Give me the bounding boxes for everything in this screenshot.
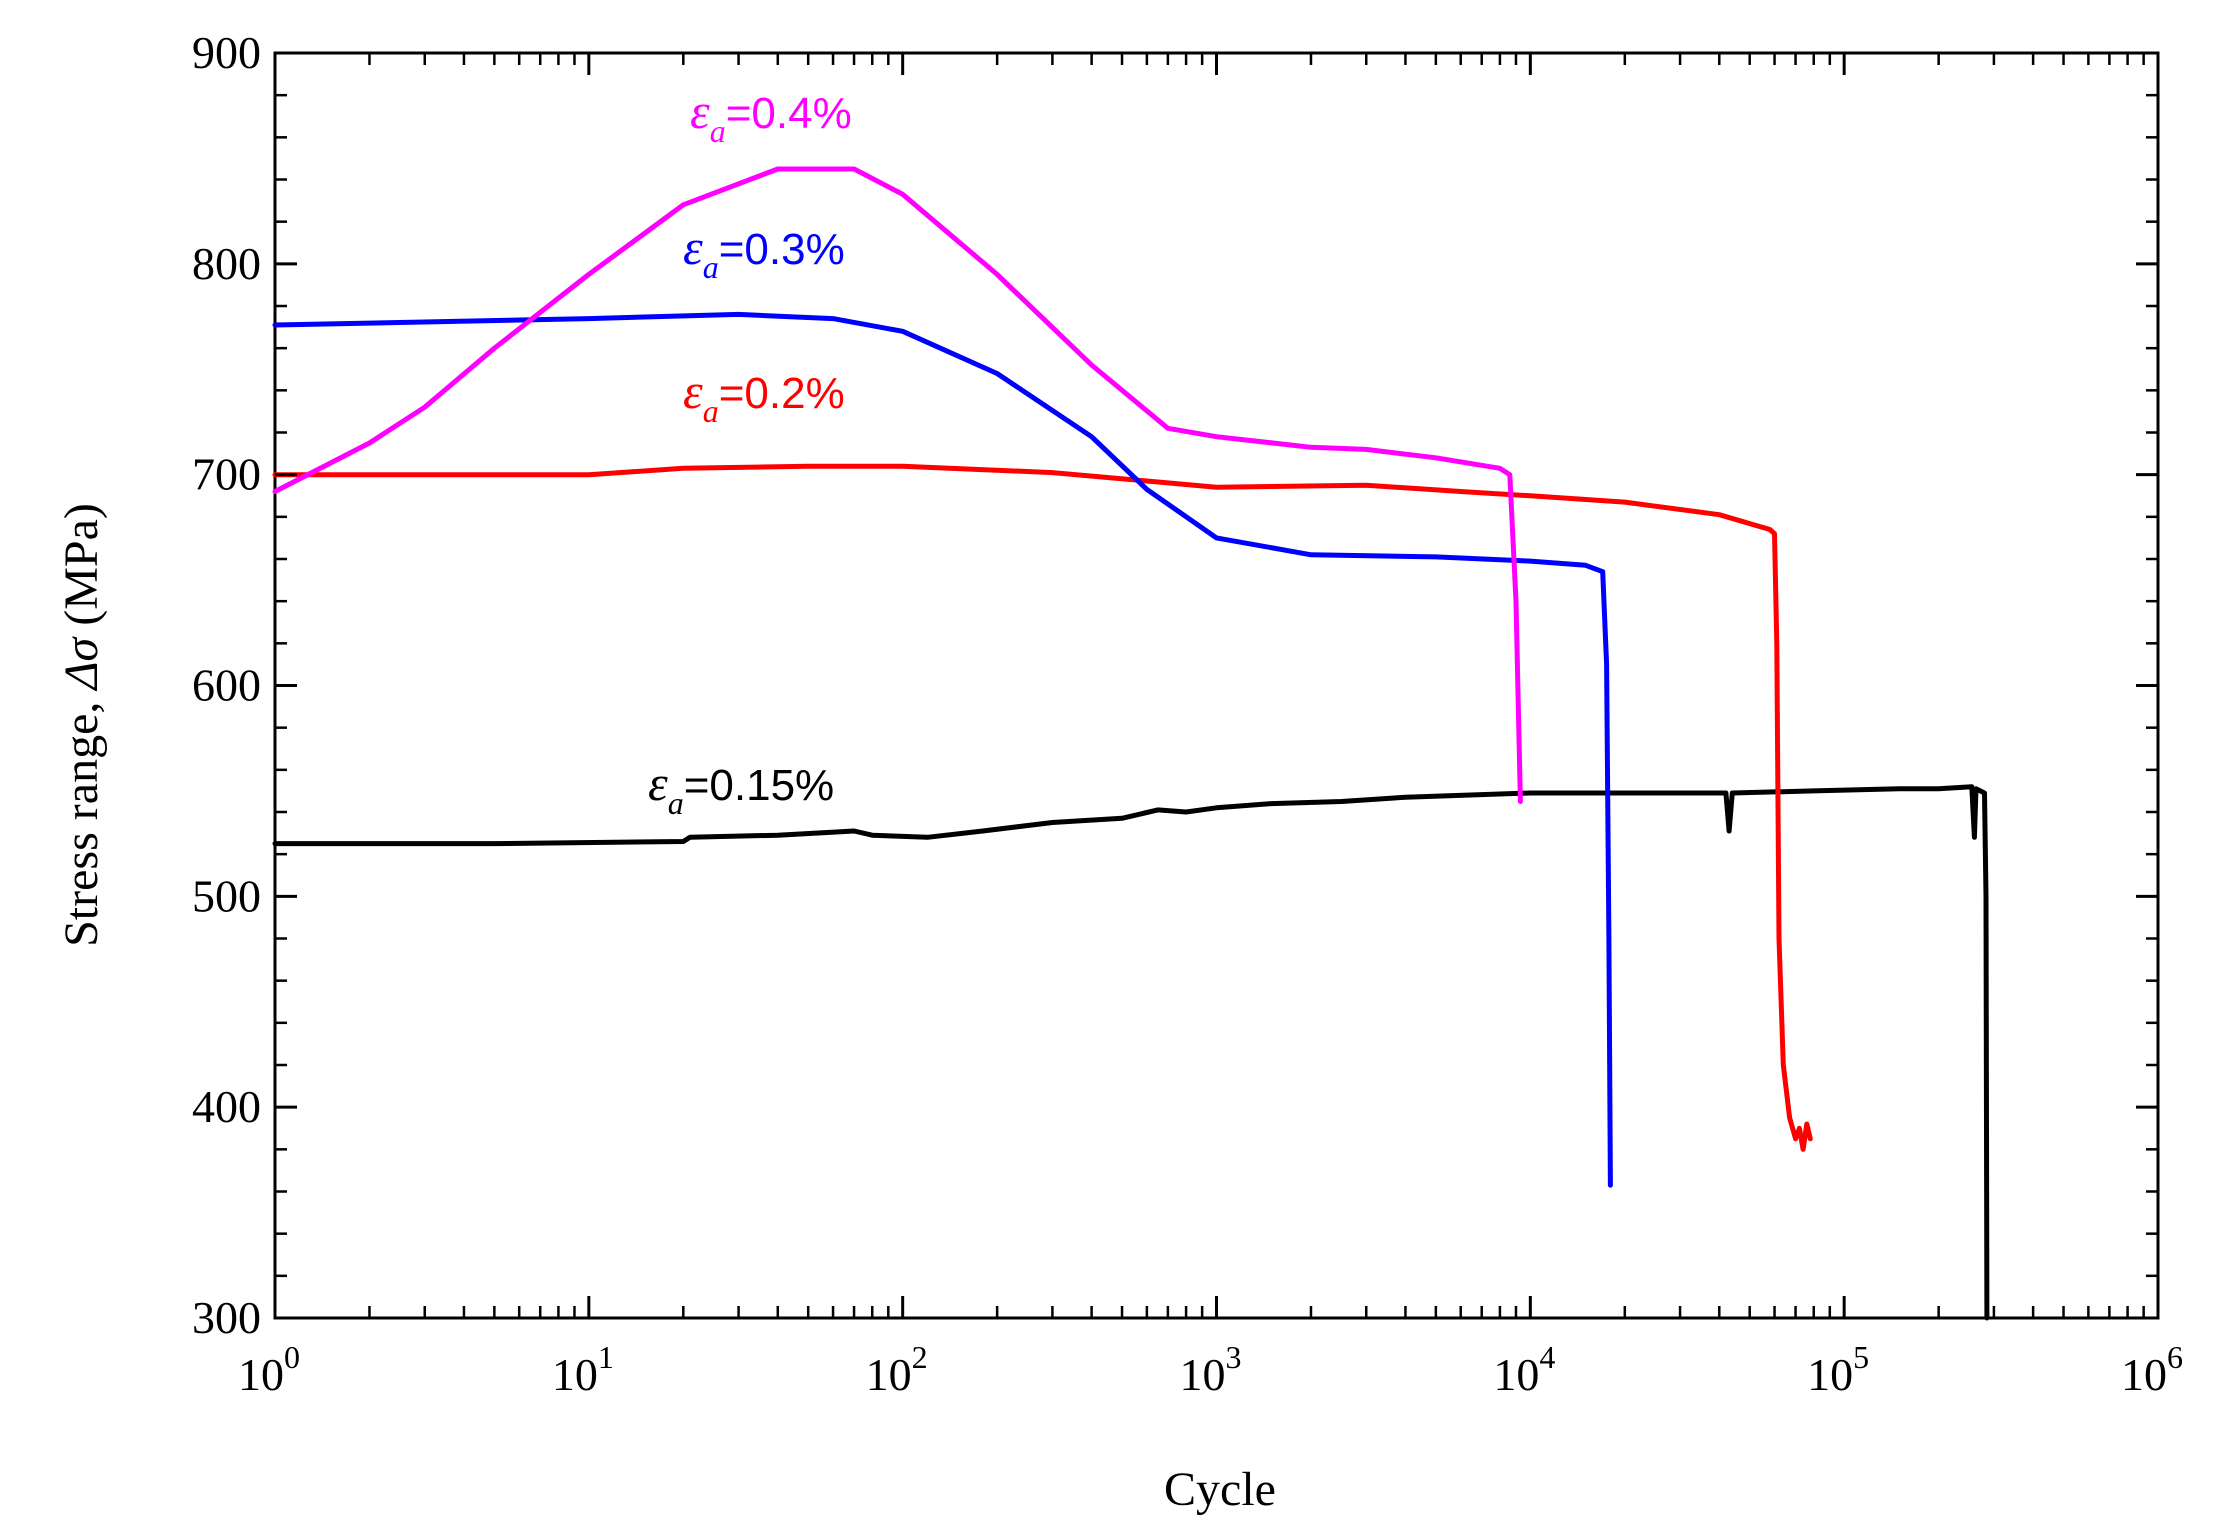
y-axis-label: Stress range, Δσ (MPa) — [55, 503, 108, 947]
y-tick-label: 400 — [192, 1081, 261, 1132]
y-tick-label: 700 — [192, 449, 261, 500]
y-tick-label: 600 — [192, 660, 261, 711]
x-axis-label: Cycle — [1164, 1463, 1276, 1516]
x-tick-label: 103 — [1180, 1339, 1242, 1400]
x-tick-label: 104 — [1493, 1339, 1555, 1400]
x-tick-label: 105 — [1807, 1339, 1869, 1400]
series-line-0.2 — [272, 463, 1813, 1152]
series-line-0.3 — [272, 311, 1613, 1188]
y-tick-label: 800 — [192, 238, 261, 289]
series-label-0.3: εa=0.3% — [683, 219, 845, 285]
x-tick-label: 106 — [2121, 1339, 2183, 1400]
series-line-0.4 — [272, 166, 1523, 804]
x-tick-label: 101 — [552, 1339, 614, 1400]
plot-frame — [273, 51, 2160, 1320]
y-tick-label: 900 — [192, 27, 261, 78]
series-label-0.2: εa=0.2% — [683, 363, 845, 429]
series-line-0.15 — [272, 784, 1990, 1321]
x-tick-label: 102 — [866, 1339, 928, 1400]
y-tick-label: 500 — [192, 870, 261, 921]
series-label-0.15: εa=0.15% — [648, 755, 834, 821]
x-tick-label: 100 — [238, 1339, 300, 1400]
y-tick-label: 300 — [192, 1292, 261, 1343]
series-label-0.4: εa=0.4% — [690, 83, 852, 149]
